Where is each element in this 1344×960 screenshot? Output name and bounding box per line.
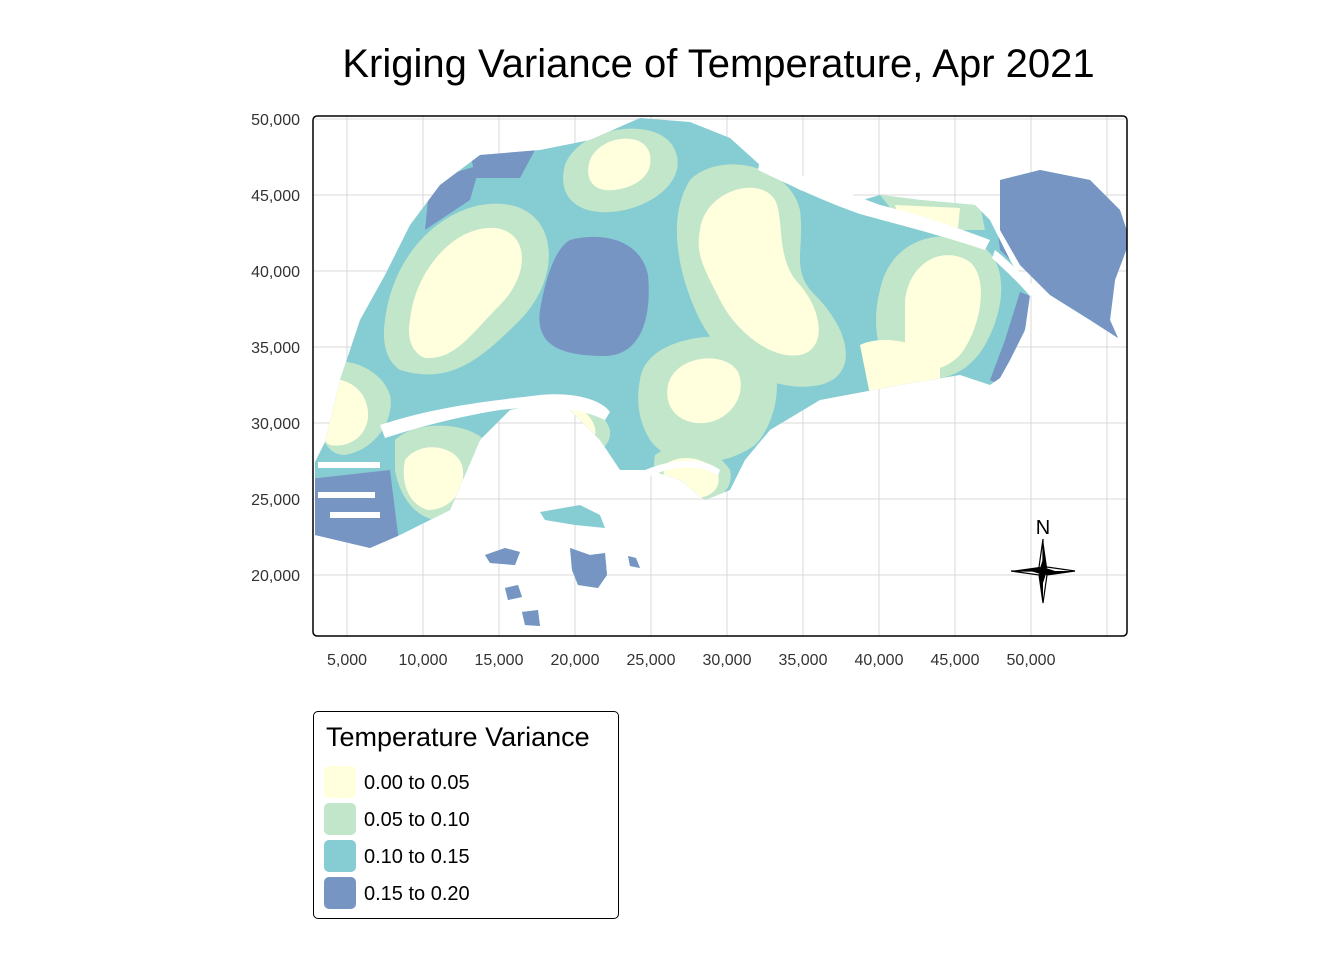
y-tick-label: 40,000 (251, 264, 300, 281)
north-label: N (1036, 517, 1050, 539)
y-tick-label: 35,000 (251, 340, 300, 357)
x-tick-label: 25,000 (627, 652, 676, 669)
x-axis-tick-labels: 5,000 10,000 15,000 20,000 25,000 30,000 35,00… (327, 652, 1056, 669)
x-tick-label: 15,000 (475, 652, 524, 669)
x-tick-label: 20,000 (551, 652, 600, 669)
legend-swatch (324, 803, 356, 835)
compass-star-icon (1010, 538, 1076, 604)
north-arrow: N (1010, 517, 1076, 604)
variance-surface (315, 118, 1127, 626)
map-title: Kriging Variance of Temperature, Apr 202… (342, 42, 1095, 86)
x-tick-label: 50,000 (1007, 652, 1056, 669)
legend-label: 0.00 to 0.05 (364, 772, 470, 794)
y-tick-label: 50,000 (251, 112, 300, 129)
legend-label: 0.10 to 0.15 (364, 846, 470, 868)
x-tick-label: 45,000 (931, 652, 980, 669)
water-channels (318, 160, 1040, 518)
x-tick-label: 5,000 (327, 652, 367, 669)
x-tick-label: 35,000 (779, 652, 828, 669)
x-tick-label: 10,000 (399, 652, 448, 669)
legend-swatch (324, 766, 356, 798)
y-tick-label: 30,000 (251, 416, 300, 433)
legend: Temperature Variance 0.00 to 0.05 0.05 t… (313, 711, 619, 919)
x-tick-label: 30,000 (703, 652, 752, 669)
x-tick-label: 40,000 (855, 652, 904, 669)
y-tick-label: 25,000 (251, 492, 300, 509)
legend-title: Temperature Variance (326, 722, 590, 752)
y-tick-label: 45,000 (251, 188, 300, 205)
y-axis-tick-labels: 50,000 45,000 40,000 35,000 30,000 25,000 20,0… (251, 112, 300, 585)
legend-label: 0.15 to 0.20 (364, 883, 470, 905)
legend-swatch (324, 840, 356, 872)
legend-swatch (324, 877, 356, 909)
legend-label: 0.05 to 0.10 (364, 809, 470, 831)
y-tick-label: 20,000 (251, 568, 300, 585)
map-frame (312, 115, 1128, 637)
